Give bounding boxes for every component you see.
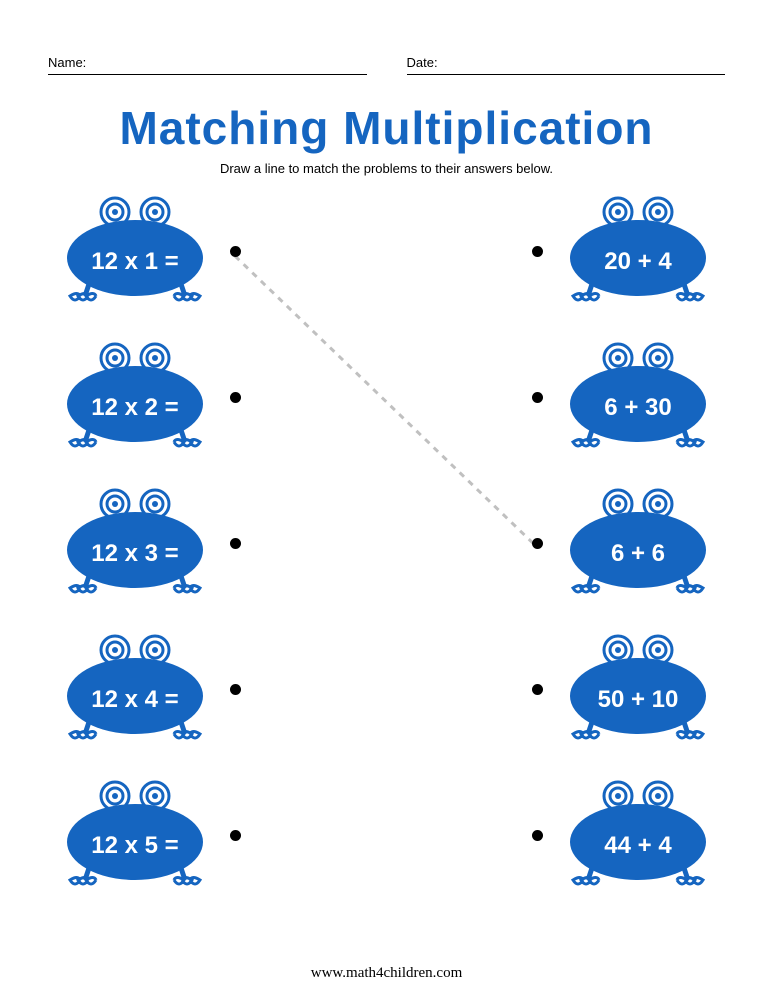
- match-dot[interactable]: [230, 684, 241, 695]
- left-problem-label: 12 x 5 =: [91, 832, 178, 860]
- frog-icon: 12 x 5 =: [60, 780, 210, 890]
- date-field[interactable]: Date:: [407, 55, 726, 75]
- right-row: 6 + 30: [532, 342, 713, 452]
- match-dot[interactable]: [532, 684, 543, 695]
- match-dot[interactable]: [230, 830, 241, 841]
- right-problem-label: 6 + 30: [604, 394, 671, 422]
- match-dot[interactable]: [532, 830, 543, 841]
- left-row: 12 x 1 =: [60, 196, 241, 306]
- left-row: 12 x 3 =: [60, 488, 241, 598]
- header-fields: Name: Date:: [0, 0, 773, 75]
- date-label: Date:: [407, 55, 438, 70]
- right-row: 20 + 4: [532, 196, 713, 306]
- frog-icon: 12 x 1 =: [60, 196, 210, 306]
- left-row: 12 x 5 =: [60, 780, 241, 890]
- match-dot[interactable]: [532, 392, 543, 403]
- match-dot[interactable]: [230, 538, 241, 549]
- match-dot[interactable]: [230, 392, 241, 403]
- frog-icon: 6 + 6: [563, 488, 713, 598]
- frog-icon: 6 + 30: [563, 342, 713, 452]
- footer-url: www.math4children.com: [0, 965, 773, 982]
- name-field[interactable]: Name:: [48, 55, 367, 75]
- left-row: 12 x 2 =: [60, 342, 241, 452]
- frog-icon: 50 + 10: [563, 634, 713, 744]
- page-subtitle: Draw a line to match the problems to the…: [0, 161, 773, 176]
- match-dot[interactable]: [532, 246, 543, 257]
- right-problem-label: 6 + 6: [611, 540, 665, 568]
- frog-icon: 12 x 2 =: [60, 342, 210, 452]
- frog-icon: 20 + 4: [563, 196, 713, 306]
- right-column: 20 + 4 6 + 30 6 + 6: [532, 196, 713, 890]
- frog-icon: 44 + 4: [563, 780, 713, 890]
- right-problem-label: 50 + 10: [598, 686, 679, 714]
- left-problem-label: 12 x 3 =: [91, 540, 178, 568]
- frog-icon: 12 x 3 =: [60, 488, 210, 598]
- page-title: Matching Multiplication: [0, 101, 773, 155]
- left-problem-label: 12 x 2 =: [91, 394, 178, 422]
- left-problem-label: 12 x 1 =: [91, 248, 178, 276]
- worksheet-area: 12 x 1 = 12 x 2 = 12 x 3 =: [60, 196, 713, 936]
- name-label: Name:: [48, 55, 86, 70]
- left-row: 12 x 4 =: [60, 634, 241, 744]
- right-row: 50 + 10: [532, 634, 713, 744]
- right-problem-label: 20 + 4: [604, 248, 671, 276]
- right-row: 44 + 4: [532, 780, 713, 890]
- match-dot[interactable]: [230, 246, 241, 257]
- match-dot[interactable]: [532, 538, 543, 549]
- right-problem-label: 44 + 4: [604, 832, 671, 860]
- right-row: 6 + 6: [532, 488, 713, 598]
- left-problem-label: 12 x 4 =: [91, 686, 178, 714]
- left-column: 12 x 1 = 12 x 2 = 12 x 3 =: [60, 196, 241, 890]
- frog-icon: 12 x 4 =: [60, 634, 210, 744]
